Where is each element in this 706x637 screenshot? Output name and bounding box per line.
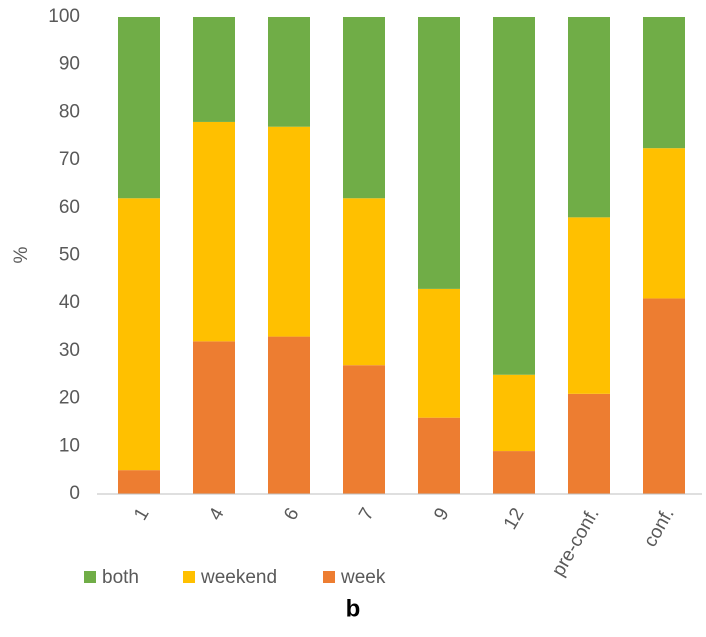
x-tick-label: 4: [205, 504, 229, 524]
bar-segment: [643, 298, 685, 494]
bar-segment: [568, 217, 610, 394]
y-tick-label: 30: [59, 340, 80, 361]
bar-segment: [343, 198, 385, 366]
legend-label: week: [340, 567, 386, 588]
x-tick-label: 12: [500, 505, 529, 534]
caption: b: [346, 595, 361, 622]
bar-segment: [268, 336, 310, 494]
bar-segment: [193, 121, 235, 342]
bar-segment: [418, 17, 460, 289]
y-tick-label: 10: [59, 435, 80, 456]
legend-label: both: [102, 567, 139, 588]
bar-segment: [193, 17, 235, 122]
y-tick-label: 20: [59, 388, 80, 409]
bar-segment: [568, 393, 610, 494]
y-tick-label: 70: [59, 149, 80, 170]
bar-segment: [493, 374, 535, 452]
bar-segment: [643, 148, 685, 299]
y-axis-label: %: [11, 246, 32, 263]
y-tick-label: 40: [59, 292, 80, 313]
y-tick-label: 80: [59, 101, 80, 122]
x-tick-label: 9: [430, 505, 453, 525]
x-tick-label: 7: [355, 505, 378, 525]
x-tick-label: 6: [280, 505, 303, 525]
bar-segment: [343, 365, 385, 494]
legend-swatch: [323, 571, 335, 583]
y-tick-label: 50: [59, 245, 80, 266]
bar-segment: [418, 417, 460, 494]
bar-segment: [343, 17, 385, 199]
y-tick-label: 100: [48, 6, 80, 27]
x-tick-label: pre-conf.: [548, 505, 604, 580]
y-tick-label: 0: [69, 483, 80, 504]
bar-segment: [268, 17, 310, 127]
bar-segment: [493, 17, 535, 375]
bar-segment: [568, 17, 610, 218]
bar-segment: [493, 451, 535, 494]
legend-swatch: [183, 571, 195, 583]
bar-segment: [118, 470, 160, 494]
bar-segment: [643, 17, 685, 149]
bar-segment: [268, 126, 310, 337]
legend-swatch: [84, 571, 96, 583]
bar-segment: [118, 198, 160, 471]
y-tick-label: 90: [59, 54, 80, 75]
x-tick-label: 1: [130, 505, 153, 525]
legend-label: weekend: [200, 567, 277, 588]
y-tick-label: 60: [59, 197, 80, 218]
bar-segment: [118, 17, 160, 199]
bar-segment: [418, 288, 460, 418]
bar-segment: [193, 341, 235, 494]
x-tick-label: conf.: [640, 505, 679, 551]
